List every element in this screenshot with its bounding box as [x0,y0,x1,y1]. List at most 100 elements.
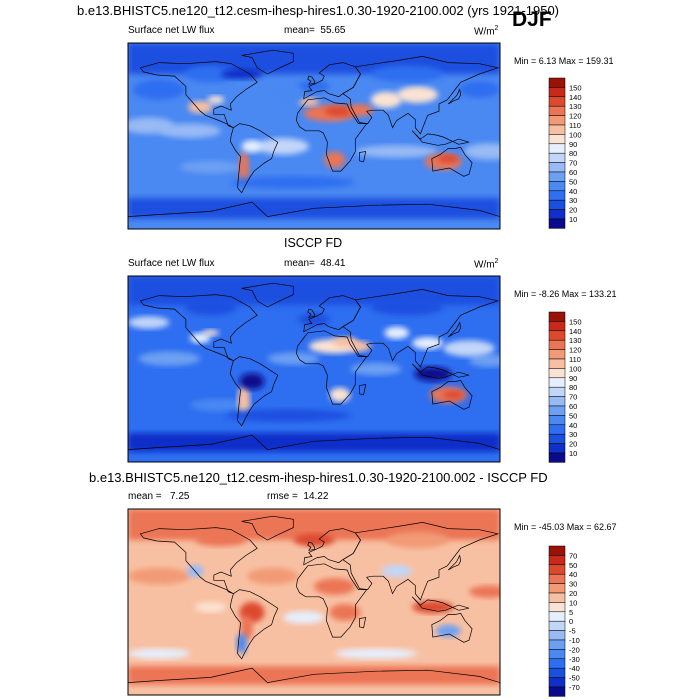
colorbar-1-label-1: 140 [569,93,582,102]
map-2-field-region-19 [370,298,444,316]
colorbar-2-box-13 [548,433,566,444]
colorbar-2-label-12: 30 [569,430,577,439]
colorbar-1-box-8 [548,152,566,163]
panel-1-mean-label: mean= 55.65 [284,25,346,36]
map-2-coastline-antarctica [128,434,500,462]
map-2-field-region-2 [350,362,402,376]
colorbar-1-box-14 [548,209,566,220]
colorbar-3-label-14: -70 [569,683,580,692]
map-2-band-1 [128,276,500,305]
colorbar-2-label-8: 70 [569,393,577,402]
map-2-field-region-1 [267,352,320,365]
map-1-frame [127,42,501,230]
map-3-field-region-14 [128,648,190,659]
colorbar-2-label-14: 10 [569,449,577,458]
map-2-field-region-13 [202,329,219,336]
map-1-coastline-antarctica [128,201,500,229]
panel-3-rmse-value: 14.22 [303,491,329,502]
colorbar-3-box-4 [548,583,566,594]
map-2-field-region-14 [384,326,410,340]
map-1-coastline-indonesia [411,130,470,146]
colorbar-3-box-9 [548,630,566,641]
colorbar-2-label-9: 60 [569,402,577,411]
map-1-field-region-22 [133,79,185,100]
colorbar-3-label-2: 40 [569,570,577,579]
colorbar-1-label-0: 150 [569,83,582,92]
map-2-coastline-japan [448,321,462,338]
map-1-field-region-4 [463,143,500,160]
panel-2-variable-label: Surface net LW flux [128,258,215,269]
colorbar-3-label-3: 30 [569,580,577,589]
map-2-band-0 [128,433,500,452]
colorbar-3-label-7: 0 [569,617,573,626]
map-1-field-region-2 [257,138,309,155]
map-2-field-region-12 [190,332,211,344]
colorbar-3-label-0: 70 [569,551,577,560]
map-3-coastline-japan [448,554,462,571]
map-2-field-region-11 [237,385,250,415]
colorbar-1-box-9 [548,162,566,173]
colorbar-2-box-4 [548,349,566,360]
panel-3-minmax: Min = -45.03 Max = 62.67 [514,522,617,532]
colorbar-3-label-1: 50 [569,561,577,570]
colorbar-1-box-10 [548,171,566,182]
colorbar-3-label-5: 10 [569,598,577,607]
map-1-field-region-5 [179,160,242,174]
colorbar-3-label-8: -5 [569,627,576,636]
map-1-band-1 [128,43,500,74]
colorbar-3-label-13: -50 [569,674,580,683]
map-1-coastline-madagascar [359,151,367,163]
map-3-field-region-13 [381,564,413,578]
map-3-field-region-2 [345,573,407,590]
panel-2-title: ISCCP FD [284,236,343,250]
map-3-field-region-19 [195,602,227,613]
map-3-coastline-greenland [241,515,294,541]
panel-1-variable-label: Surface net LW flux [128,25,215,36]
colorbar-3-box-12 [548,658,566,669]
map-1-field-region-23 [262,86,304,103]
colorbar-3-box-7 [548,611,566,622]
map-3-field-region-20 [329,604,361,621]
panel-3-title: b.e13.BHISTC5.ne120_t12.cesm-ihesp-hires… [89,470,548,485]
colorbar-1-box-2 [548,96,566,107]
colorbar-1-box-7 [548,143,566,154]
colorbar-3-label-4: 20 [569,589,577,598]
colorbar-3-box-10 [548,639,566,650]
map-2-field-region-10 [443,390,464,399]
map-1-field-region-14 [207,95,225,104]
colorbar-2-box-6 [548,368,566,379]
colorbar-2-box-1 [548,321,566,332]
colorbar-1-label-3: 120 [569,112,582,121]
map-1-field-region-11 [438,154,459,163]
map-3-field-region-5 [314,578,356,595]
map-3-field-region-18 [195,533,247,547]
colorbar-1-box-11 [548,181,566,192]
map-2-coastline-namerica [139,294,258,362]
panel-3-map [127,508,501,696]
map-2-field-region-20 [184,298,237,316]
colorbar-1-box-3 [548,105,566,116]
map-3-coastline-australia [431,613,473,643]
colorbar-2-box-15 [548,452,566,463]
map-2-coastline-australia [431,380,473,410]
map-1-coastline-japan [448,88,462,105]
colorbar-3-label-10: -20 [569,645,580,654]
map-2-field-region-18 [298,313,330,326]
colorbar-2-box-2 [548,330,566,341]
map-2-coastline-samerica [229,356,279,427]
panel-2-mean-label: mean= 48.41 [284,258,346,269]
map-1-field-region-7 [324,106,356,117]
map-2-frame [127,275,501,463]
colorbar-2-label-5: 100 [569,364,582,373]
colorbar-1-label-9: 60 [569,168,577,177]
colorbar-2-label-4: 110 [569,355,581,364]
map-2-field-region-16 [414,366,452,382]
map-3-field-region-0 [128,567,190,585]
map-3-coastline-madagascar [359,617,367,629]
map-3-field-region-21 [283,611,325,624]
colorbar-1-label-7: 80 [569,149,577,158]
colorbar-3-label-11: -30 [569,655,580,664]
map-2-field-region-8 [329,387,351,403]
